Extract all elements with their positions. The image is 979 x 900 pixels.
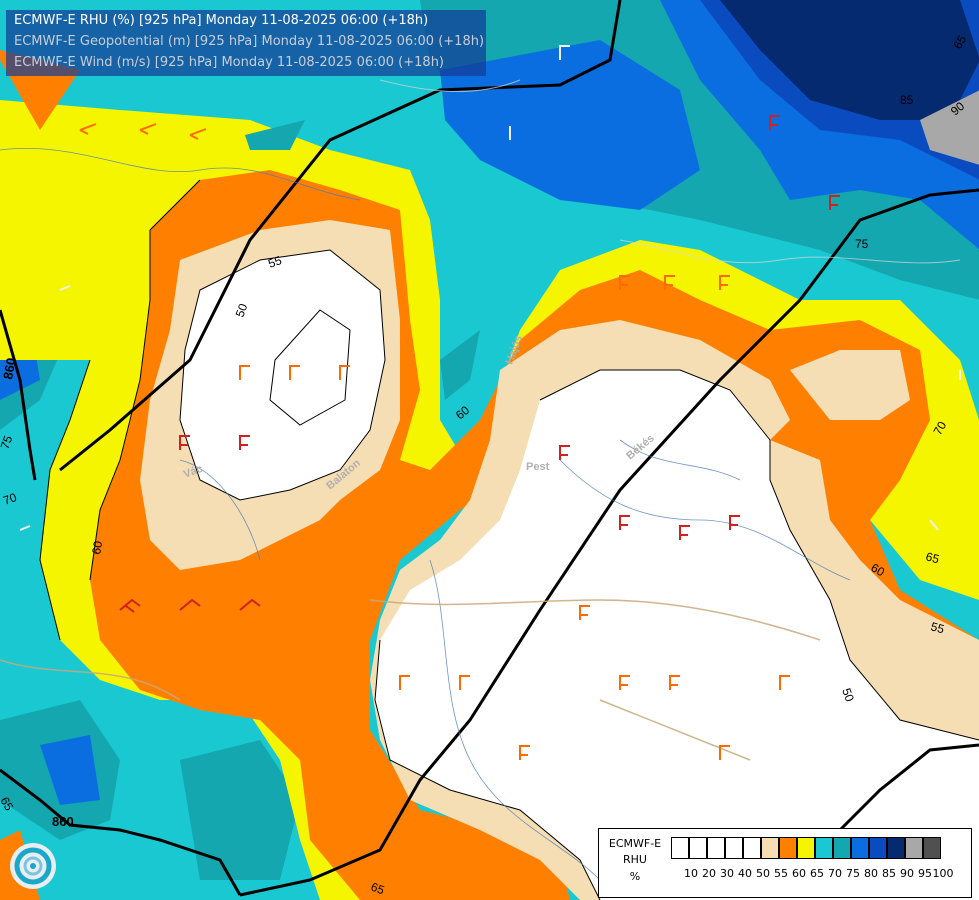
place-label: Pest xyxy=(526,461,550,473)
title-line-geopotential: ECMWF-E Geopotential (m) [925 hPa] Monda… xyxy=(14,34,485,49)
contour-label: 85 xyxy=(900,93,914,107)
legend-swatch xyxy=(689,837,707,859)
title-line-rhu: ECMWF-E RHU (%) [925 hPa] Monday 11-08-2… xyxy=(14,13,429,28)
contour-label: 60 xyxy=(89,540,105,556)
legend-tick-label: 60 xyxy=(792,867,806,880)
legend-tick-label: 10 xyxy=(684,867,698,880)
map-title-box: ECMWF-E RHU (%) [925 hPa] Monday 11-08-2… xyxy=(6,10,486,76)
legend-tick-label: 75 xyxy=(846,867,860,880)
legend-tick-label: 40 xyxy=(738,867,752,880)
contour-label: 65 xyxy=(950,33,969,52)
contour-label: 50 xyxy=(233,301,251,319)
legend-swatch xyxy=(743,837,761,859)
legend-swatch xyxy=(761,837,779,859)
legend-title-model: ECMWF-E xyxy=(608,837,662,850)
legend-tick-label: 30 xyxy=(720,867,734,880)
contour-label: 55 xyxy=(266,253,284,271)
title-line-wind: ECMWF-E Wind (m/s) [925 hPa] Monday 11-0… xyxy=(14,55,445,70)
legend-tick-label: 70 xyxy=(828,867,842,880)
legend-tick-label: 85 xyxy=(882,867,896,880)
contour-label: 70 xyxy=(930,419,949,438)
legend-swatch xyxy=(833,837,851,859)
legend-tick-label: 80 xyxy=(864,867,878,880)
legend-title-unit: % xyxy=(629,870,641,883)
legend-tick-label: 65 xyxy=(810,867,824,880)
ecmwf-swirl-logo-icon xyxy=(10,843,56,889)
contour-label: 50 xyxy=(839,686,857,704)
legend-swatch xyxy=(851,837,869,859)
legend-tick-label: 90 xyxy=(900,867,914,880)
legend-tick-label: 100 xyxy=(932,867,954,880)
legend-swatch xyxy=(779,837,797,859)
legend-tick-label: 95 xyxy=(918,867,932,880)
color-legend: ECMWF-E RHU % 10 20 30 40 50 55 60 65 70 75 80 85 90… xyxy=(598,828,972,898)
legend-swatch xyxy=(671,837,689,859)
legend-swatch xyxy=(923,837,941,859)
legend-swatch xyxy=(869,837,887,859)
contour-label: 70 xyxy=(1,490,19,508)
geopotential-label: 860 xyxy=(0,357,19,381)
contour-label: 55 xyxy=(929,619,946,636)
contour-label: 75 xyxy=(0,433,15,451)
contour-label: 65 xyxy=(924,549,941,566)
contour-label: 65 xyxy=(369,880,387,898)
contour-label: 60 xyxy=(869,560,888,579)
legend-swatch xyxy=(815,837,833,859)
legend-swatch xyxy=(905,837,923,859)
legend-tick-label: 55 xyxy=(774,867,788,880)
contour-label: 75 xyxy=(855,237,869,251)
legend-swatch xyxy=(887,837,905,859)
legend-swatch xyxy=(797,837,815,859)
legend-title-variable: RHU xyxy=(623,853,647,866)
legend-tick-label: 20 xyxy=(702,867,716,880)
legend-swatch xyxy=(707,837,725,859)
legend-swatch xyxy=(725,837,743,859)
legend-tick-label: 50 xyxy=(756,867,770,880)
geopotential-label: 860 xyxy=(52,814,74,829)
